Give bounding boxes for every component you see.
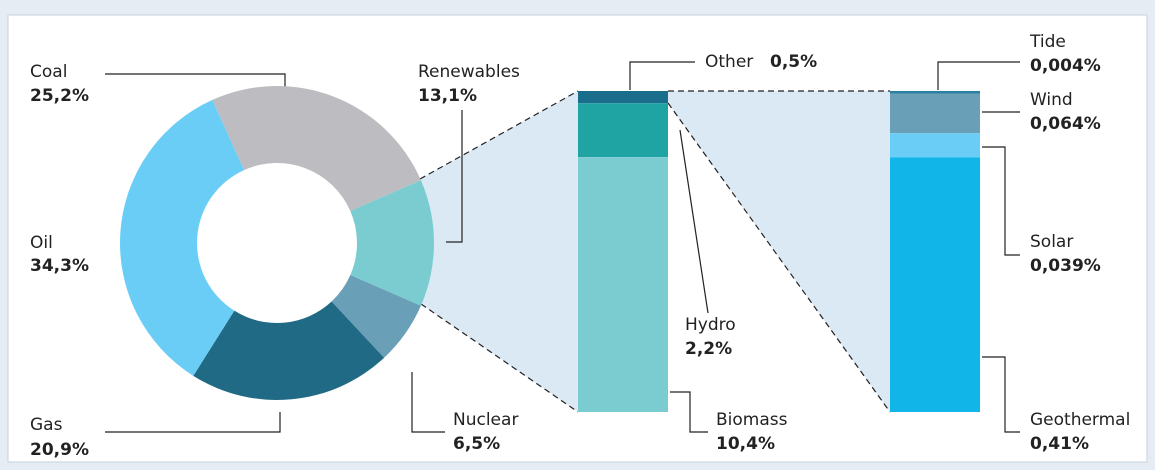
donut-slice: [119, 99, 245, 376]
leader-lines: [105, 61, 1020, 433]
value-label: 0,5%: [770, 52, 817, 72]
donut-slice: [193, 301, 385, 401]
bar-segment: [578, 157, 668, 412]
bar-segment: [890, 157, 980, 412]
category-label: Renewables: [418, 62, 520, 82]
value-label: 10,4%: [716, 434, 775, 454]
value-label: 0,039%: [1030, 256, 1101, 276]
value-label: 6,5%: [453, 434, 500, 454]
bar-segment: [890, 91, 980, 94]
zoom-lines: [419, 90, 891, 413]
category-label: Nuclear: [453, 410, 518, 430]
category-label: Other: [705, 52, 753, 72]
category-label: Wind: [1030, 90, 1073, 110]
value-label: 13,1%: [418, 86, 477, 106]
bar-segment: [578, 103, 668, 158]
zoom-wedge: [420, 91, 578, 412]
category-label: Gas: [30, 415, 63, 435]
category-label: Oil: [30, 233, 53, 253]
bar-segment: [578, 91, 668, 104]
bar-segment: [890, 133, 980, 158]
value-label: 0,064%: [1030, 114, 1101, 134]
category-label: Solar: [1030, 232, 1073, 252]
category-label: Tide: [1029, 32, 1066, 52]
zoom-wedge: [668, 91, 890, 412]
category-label: Geothermal: [1030, 410, 1130, 430]
value-label: 34,3%: [30, 256, 89, 276]
value-label: 0,004%: [1030, 56, 1101, 76]
donut-slice: [331, 275, 421, 358]
value-label: 25,2%: [30, 86, 89, 106]
value-label: 2,2%: [685, 339, 732, 359]
value-label: 0,41%: [1030, 434, 1089, 454]
donut-slice: [350, 180, 434, 306]
category-label: Hydro: [685, 315, 736, 335]
value-label: 20,9%: [30, 440, 89, 460]
donut-slice: [212, 86, 421, 211]
bar-segment: [890, 93, 980, 134]
category-label: Coal: [30, 62, 67, 82]
category-label: Biomass: [716, 410, 788, 430]
